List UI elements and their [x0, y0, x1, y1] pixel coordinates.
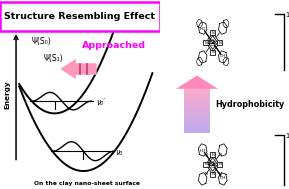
Text: On the clay nano-sheet surface: On the clay nano-sheet surface — [34, 181, 140, 186]
Text: N: N — [218, 162, 221, 167]
Text: Sb: Sb — [209, 162, 216, 167]
Text: N: N — [204, 40, 207, 45]
Text: OH: OH — [219, 54, 225, 58]
Text: HO: HO — [200, 149, 206, 153]
FancyBboxPatch shape — [0, 2, 160, 31]
Text: N: N — [211, 31, 214, 35]
Text: Energy: Energy — [5, 80, 11, 109]
Text: Sb: Sb — [209, 40, 216, 45]
Text: ν₀′: ν₀′ — [96, 98, 105, 107]
Text: N: N — [218, 40, 221, 45]
Polygon shape — [61, 60, 96, 78]
Text: Ψ(S₁): Ψ(S₁) — [44, 54, 64, 63]
Text: N: N — [204, 162, 207, 167]
Text: N: N — [218, 153, 221, 156]
Text: HO: HO — [200, 27, 206, 31]
Text: N: N — [204, 153, 207, 156]
Text: N: N — [211, 172, 214, 176]
Text: N: N — [204, 172, 207, 176]
Text: 1+: 1+ — [285, 133, 289, 139]
Text: OH: OH — [219, 176, 225, 180]
Text: Hydrophobicity: Hydrophobicity — [215, 100, 284, 109]
Text: N: N — [218, 172, 221, 176]
Text: N: N — [211, 153, 214, 157]
Text: 1+: 1+ — [285, 12, 289, 18]
Polygon shape — [176, 76, 218, 89]
Text: ν₀: ν₀ — [116, 148, 123, 157]
Text: Structure Resembling Effect: Structure Resembling Effect — [4, 12, 155, 21]
Text: N: N — [211, 50, 214, 54]
Text: Ψ(S₀): Ψ(S₀) — [31, 37, 51, 46]
Text: Approached: Approached — [82, 41, 146, 50]
